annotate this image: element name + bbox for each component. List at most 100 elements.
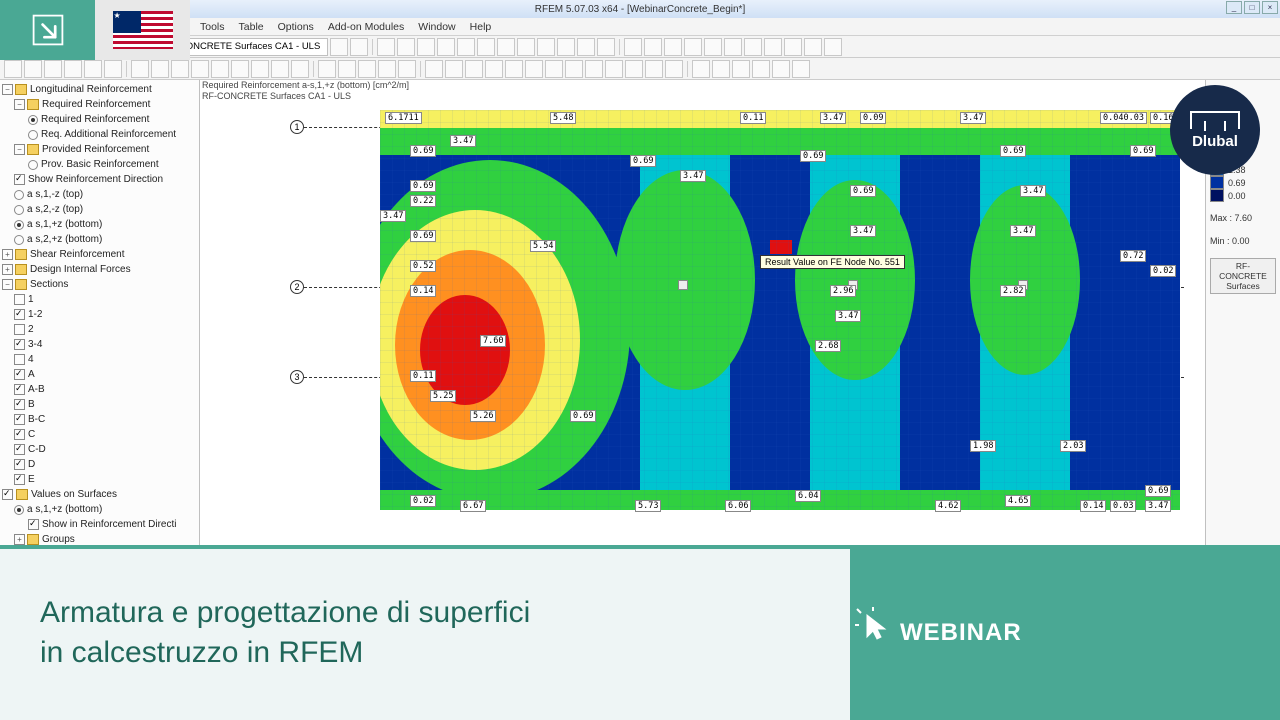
toolbar-button[interactable]: [505, 60, 523, 78]
tree-item[interactable]: Req. Additional Reinforcement: [41, 129, 176, 140]
menu-tools[interactable]: Tools: [200, 21, 225, 33]
tree-item[interactable]: Groups: [42, 534, 75, 545]
maximize-button[interactable]: □: [1244, 1, 1260, 14]
toolbar-button[interactable]: [497, 38, 515, 56]
toolbar-button[interactable]: [577, 38, 595, 56]
tree-item[interactable]: 1: [28, 294, 34, 305]
toolbar-button[interactable]: [398, 60, 416, 78]
toolbar-button[interactable]: [692, 60, 710, 78]
toolbar-button[interactable]: [644, 38, 662, 56]
toolbar-button[interactable]: [251, 60, 269, 78]
toolbar-button[interactable]: [211, 60, 229, 78]
toolbar-button[interactable]: [804, 38, 822, 56]
tree-item[interactable]: Shear Reinforcement: [30, 249, 125, 260]
toolbar-button[interactable]: [377, 38, 395, 56]
toolbar-button[interactable]: [417, 38, 435, 56]
toolbar-button[interactable]: [291, 60, 309, 78]
tree-item[interactable]: B-C: [28, 414, 45, 425]
toolbar-button[interactable]: [445, 60, 463, 78]
toolbar-button[interactable]: [84, 60, 102, 78]
toolbar-button[interactable]: [824, 38, 842, 56]
toolbar-button[interactable]: [24, 60, 42, 78]
tree-item[interactable]: a s,1,+z (bottom): [27, 219, 102, 230]
toolbar-button[interactable]: [625, 60, 643, 78]
tree-item[interactable]: Values on Surfaces: [31, 489, 117, 500]
toolbar-button[interactable]: [330, 38, 348, 56]
tree-item[interactable]: 2: [28, 324, 34, 335]
toolbar-button[interactable]: [624, 38, 642, 56]
tree-item[interactable]: C-D: [28, 444, 46, 455]
toolbar-button[interactable]: [744, 38, 762, 56]
tree-item[interactable]: Show in Reinforcement Directi: [42, 519, 177, 530]
tree-item[interactable]: Longitudinal Reinforcement: [30, 84, 152, 95]
tree-item[interactable]: a s,2,+z (bottom): [27, 234, 102, 245]
toolbar-button[interactable]: [44, 60, 62, 78]
toolbar-button[interactable]: [318, 60, 336, 78]
toolbar-button[interactable]: [665, 60, 683, 78]
toolbar-button[interactable]: [764, 38, 782, 56]
tree-item[interactable]: A: [28, 369, 35, 380]
toolbar-button[interactable]: [271, 60, 289, 78]
toolbar-button[interactable]: [485, 60, 503, 78]
tree-item[interactable]: Required Reinforcement: [42, 99, 150, 110]
menu-addon[interactable]: Add-on Modules: [328, 21, 404, 33]
tree-item[interactable]: Design Internal Forces: [30, 264, 131, 275]
toolbar-button[interactable]: [358, 60, 376, 78]
tree-item[interactable]: Show Reinforcement Direction: [28, 174, 163, 185]
toolbar-button[interactable]: [457, 38, 475, 56]
close-button[interactable]: ×: [1262, 1, 1278, 14]
toolbar-button[interactable]: [557, 38, 575, 56]
toolbar-button[interactable]: [378, 60, 396, 78]
toolbar-button[interactable]: [231, 60, 249, 78]
tree-item[interactable]: D: [28, 459, 35, 470]
tree-item[interactable]: a s,1,+z (bottom): [27, 504, 102, 515]
toolbar-button[interactable]: [151, 60, 169, 78]
toolbar-button[interactable]: [465, 60, 483, 78]
tree-item[interactable]: 1-2: [28, 309, 42, 320]
toolbar-button[interactable]: [131, 60, 149, 78]
toolbar-button[interactable]: [772, 60, 790, 78]
toolbar-button[interactable]: [477, 38, 495, 56]
menu-options[interactable]: Options: [278, 21, 314, 33]
toolbar-button[interactable]: [517, 38, 535, 56]
toolbar-button[interactable]: [525, 60, 543, 78]
toolbar-button[interactable]: [397, 38, 415, 56]
toolbar-button[interactable]: [338, 60, 356, 78]
toolbar-button[interactable]: [104, 60, 122, 78]
tree-item[interactable]: a s,2,-z (top): [27, 204, 83, 215]
toolbar-button[interactable]: [664, 38, 682, 56]
menu-help[interactable]: Help: [470, 21, 492, 33]
toolbar-button[interactable]: [437, 38, 455, 56]
toolbar-button[interactable]: [565, 60, 583, 78]
tree-item[interactable]: Provided Reinforcement: [42, 144, 149, 155]
toolbar-button[interactable]: [684, 38, 702, 56]
tree-item[interactable]: C: [28, 429, 35, 440]
toolbar-button[interactable]: [645, 60, 663, 78]
menu-window[interactable]: Window: [418, 21, 455, 33]
toolbar-button[interactable]: [537, 38, 555, 56]
tree-item[interactable]: 3-4: [28, 339, 42, 350]
toolbar-button[interactable]: [732, 60, 750, 78]
tree-item[interactable]: Sections: [30, 279, 68, 290]
tree-item[interactable]: E: [28, 474, 35, 485]
toolbar-button[interactable]: [425, 60, 443, 78]
menu-table[interactable]: Table: [239, 21, 264, 33]
toolbar-button[interactable]: [350, 38, 368, 56]
toolbar-button[interactable]: [4, 60, 22, 78]
toolbar-button[interactable]: [712, 60, 730, 78]
tree-item[interactable]: B: [28, 399, 35, 410]
toolbar-button[interactable]: [545, 60, 563, 78]
toolbar-button[interactable]: [724, 38, 742, 56]
tree-item[interactable]: A-B: [28, 384, 45, 395]
toolbar-button[interactable]: [585, 60, 603, 78]
module-button[interactable]: RF-CONCRETE Surfaces: [1210, 258, 1276, 294]
minimize-button[interactable]: _: [1226, 1, 1242, 14]
toolbar-button[interactable]: [597, 38, 615, 56]
toolbar-button[interactable]: [792, 60, 810, 78]
tree-item[interactable]: Prov. Basic Reinforcement: [41, 159, 159, 170]
toolbar-button[interactable]: [191, 60, 209, 78]
toolbar-button[interactable]: [752, 60, 770, 78]
toolbar-button[interactable]: [64, 60, 82, 78]
toolbar-button[interactable]: [171, 60, 189, 78]
tree-item[interactable]: 4: [28, 354, 34, 365]
